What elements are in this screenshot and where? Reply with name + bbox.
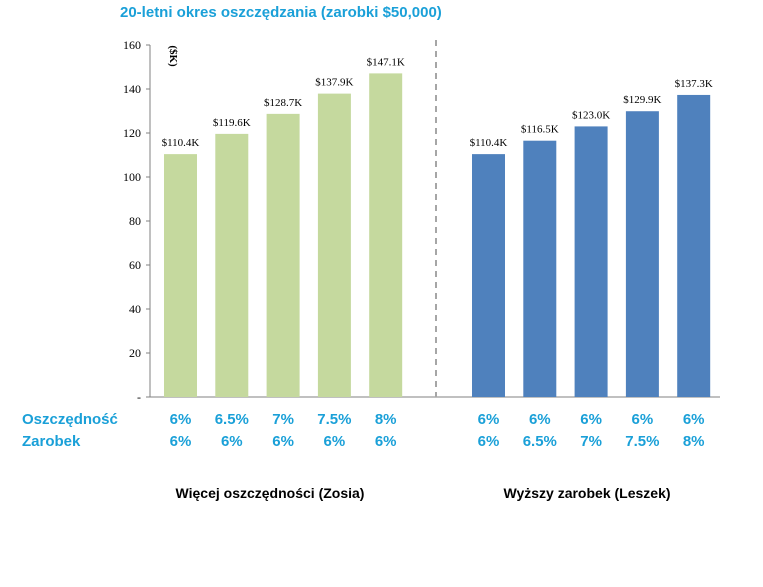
bar [266,113,300,398]
savings-cell: 6% [631,411,654,428]
y-tick-label: - [137,390,141,400]
y-tick-label: 80 [129,214,141,228]
group-title-leszek: Wyższy zarobek (Leszek) [503,485,671,501]
bar [625,111,659,397]
savings-cell: 7.5% [317,411,352,428]
savings-cell: 6% [528,411,551,428]
data-label: $119.6K [213,117,251,129]
data-label: $137.9K [315,77,353,89]
earnings-cell: 6% [477,433,500,450]
bar [523,140,557,397]
earnings-cell: 6% [220,433,243,450]
row-label-savings: Oszczędność [22,411,118,428]
data-label: $147.1K [367,56,405,68]
y-tick-label: 120 [123,126,141,140]
earnings-cell: 7% [580,433,602,450]
bar [215,133,249,397]
savings-cell: 6% [477,411,500,428]
y-tick-label: 160 [123,38,141,52]
data-label: $116.5K [521,124,559,136]
y-tick-label: 140 [123,82,141,96]
bar [164,154,197,397]
bar [574,126,608,398]
earnings-cell: 8% [682,433,705,450]
earnings-cell: 6% [272,433,294,450]
savings-cell: 6% [580,411,602,428]
y-tick-label: 20 [129,346,141,360]
data-label: $110.4K [470,137,508,149]
bar [369,73,403,397]
savings-cell: 6% [169,411,192,428]
y-tick-label: 60 [129,258,141,272]
chart-title: 20-letni okres oszczędzania (zarobki $50… [120,4,442,21]
savings-cell: 6.5% [214,411,249,428]
y-tick-label: 40 [129,302,141,316]
data-label: $128.7K [264,97,302,109]
y-unit-label: ($K) [167,45,179,67]
row-label-earnings: Zarobek [22,433,81,450]
group-title-zosia: Więcej oszczędności (Zosia) [175,485,365,501]
data-label: $110.4K [162,137,200,149]
savings-cell: 8% [374,411,397,428]
y-tick-label: 100 [123,170,141,184]
bar [677,94,711,397]
earnings-cell: 6% [169,433,192,450]
data-label: $137.3K [675,78,713,90]
earnings-cell: 6% [323,433,346,450]
bar [472,154,505,397]
savings-cell: 7% [272,411,294,428]
earnings-cell: 6.5% [522,433,557,450]
bar [317,93,351,398]
earnings-cell: 7.5% [625,433,660,450]
bar-chart: - 20 40 60 80 100 120 140 160 ($K) $110.4K $119.6K $… [123,38,720,400]
data-label: $129.9K [623,94,661,106]
savings-cell: 6% [682,411,705,428]
data-label: $123.0K [572,109,610,121]
earnings-cell: 6% [374,433,397,450]
